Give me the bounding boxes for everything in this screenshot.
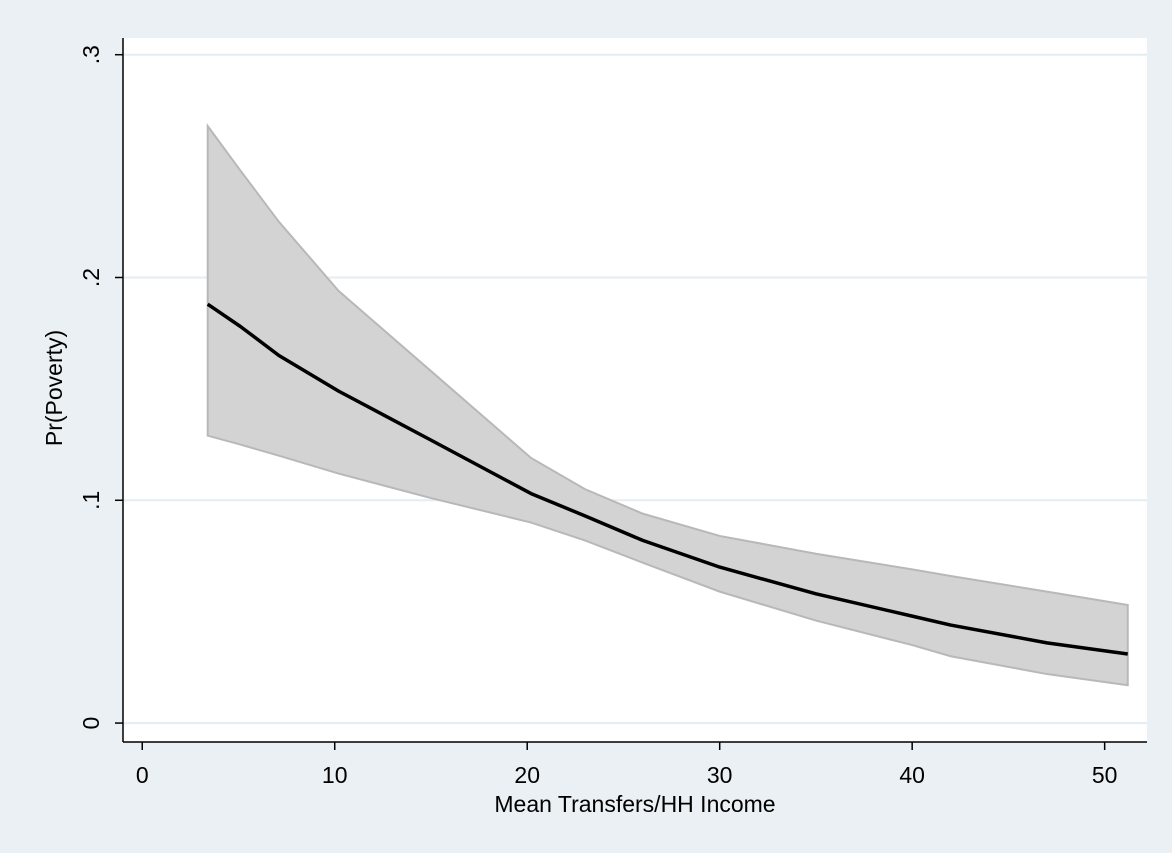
- x-tick-label: 30: [707, 762, 733, 788]
- x-tick-label: 10: [322, 762, 348, 788]
- y-axis-title: Pr(Poverty): [41, 330, 67, 446]
- x-tick-label: 50: [1092, 762, 1118, 788]
- x-tick-label: 20: [514, 762, 540, 788]
- confidence-band: [206, 122, 1129, 687]
- x-axis-title: Mean Transfers/HH Income: [494, 791, 775, 817]
- x-tick-label: 0: [136, 762, 149, 788]
- y-tick-label: .1: [78, 491, 104, 510]
- y-tick-label: 0: [78, 717, 104, 730]
- y-tick-label: .3: [78, 45, 104, 64]
- axes: 0 .1 .2 .3 0 10 20 30 40 50: [78, 38, 1147, 788]
- series-group: [206, 302, 1128, 656]
- x-tick-label: 40: [899, 762, 925, 788]
- y-tick-label: .2: [78, 268, 104, 287]
- series-line: [206, 302, 1128, 656]
- confidence-band-group: [206, 122, 1129, 687]
